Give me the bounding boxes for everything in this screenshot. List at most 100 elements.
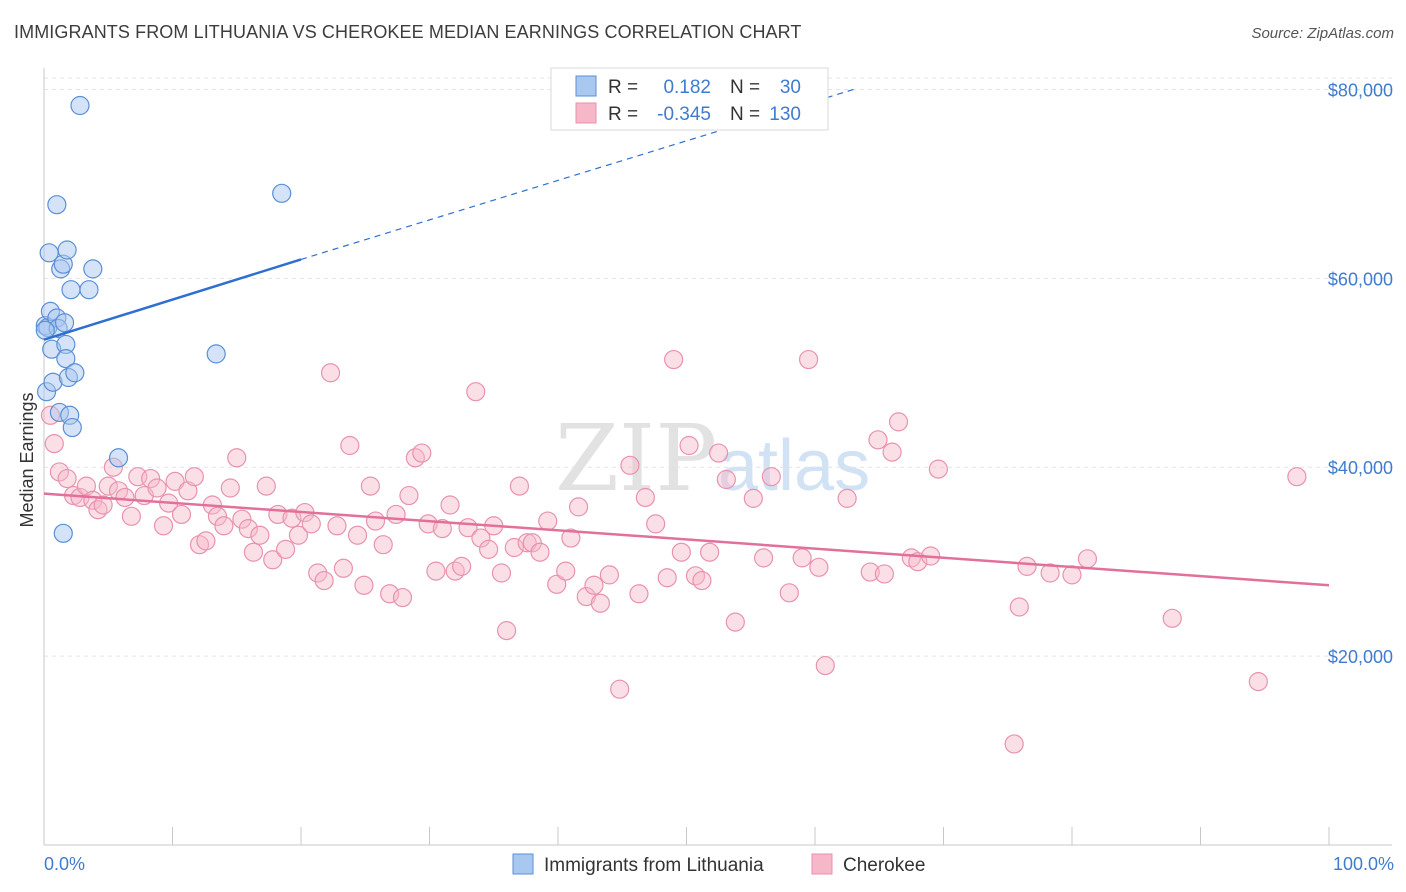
cherokee-point — [399, 485, 419, 506]
cherokee-point — [1077, 549, 1098, 569]
chart-title: IMMIGRANTS FROM LITHUANIA VS CHEROKEE ME… — [14, 22, 802, 42]
cherokee-point — [561, 528, 581, 548]
cherokee-point — [530, 542, 550, 562]
cherokee-point — [646, 514, 666, 534]
cherokee-point — [354, 575, 374, 595]
series-legend: Immigrants from Lithuania Cherokee — [512, 853, 925, 876]
lithuania-point — [70, 95, 90, 116]
cherokee-point — [308, 563, 328, 583]
series-legend-label-lithuania: Immigrants from Lithuania — [544, 855, 764, 876]
cherokee-point — [1009, 597, 1029, 617]
cherokee-point — [815, 655, 835, 676]
cherokee-point — [504, 537, 524, 558]
cherokee-point — [725, 612, 745, 632]
trend-lines — [43, 88, 1330, 587]
cherokee-point — [1004, 734, 1024, 754]
cherokee-point — [256, 476, 276, 496]
y-tick-label: $60,000 — [1328, 269, 1393, 289]
cherokee-point — [700, 542, 720, 562]
series-legend-swatch-lithuania — [512, 853, 534, 875]
y-tick-labels: $20,000 $40,000 $60,000 $80,000 — [1328, 80, 1393, 667]
cherokee-point — [243, 542, 264, 562]
cherokee-point — [809, 557, 829, 577]
cherokee-point — [147, 478, 167, 498]
x-tick-label-max: 100.0% — [1333, 854, 1394, 874]
cherokee-point — [671, 542, 691, 562]
cherokee-point — [1162, 608, 1182, 628]
cherokee-point — [517, 533, 537, 553]
cherokee-point — [141, 468, 161, 489]
cherokee-point — [238, 519, 258, 539]
x-ticks — [43, 827, 1330, 845]
cherokee-point — [165, 471, 185, 491]
cherokee-point — [629, 584, 649, 604]
cherokee-point — [753, 548, 774, 568]
cherokee-point — [692, 570, 712, 591]
cherokee-point — [263, 550, 283, 570]
y-axis-label: Median Earnings — [17, 392, 37, 527]
cherokee-point — [184, 467, 204, 487]
cherokee-point — [340, 435, 360, 456]
cherokee-point — [547, 574, 567, 594]
legend-r-value-1: 0.182 — [663, 77, 711, 98]
cherokee-point — [1287, 467, 1307, 487]
cherokee-point — [584, 575, 604, 595]
legend-r-label-2: R = — [608, 104, 638, 125]
cherokee-point — [779, 583, 799, 603]
series-legend-swatch-cherokee — [811, 853, 833, 875]
cherokee-point — [365, 511, 386, 531]
cherokee-point — [761, 467, 781, 487]
cherokee-point — [275, 539, 296, 559]
legend-n-label-2: N = — [730, 104, 760, 125]
cherokee-point — [610, 679, 630, 699]
lithuania-trend-extension — [300, 88, 854, 261]
legend-box — [550, 67, 829, 131]
cherokee-point — [373, 535, 393, 555]
cherokee-point — [452, 556, 472, 576]
lithuania-point — [79, 280, 99, 300]
lithuania-point — [61, 280, 81, 300]
cherokee-point — [426, 561, 446, 581]
lithuania-point — [83, 259, 103, 279]
legend-r-label-1: R = — [608, 77, 638, 98]
cherokee-point — [716, 469, 736, 490]
cherokee-point — [220, 478, 240, 498]
cherokee-point — [115, 487, 135, 508]
cherokee-point — [333, 558, 354, 578]
lithuania-point — [57, 240, 77, 260]
legend-n-label-1: N = — [730, 77, 760, 98]
cherokee-point — [860, 562, 880, 582]
cherokee-point — [98, 476, 118, 496]
lithuania-point — [65, 363, 85, 383]
cherokee-point — [432, 519, 452, 539]
cherokee-point — [888, 412, 909, 432]
cherokee-point — [440, 495, 460, 515]
cherokee-point — [171, 504, 192, 525]
correlation-legend: R = 0.182 N = 30 R = -0.345 N = 130 — [550, 67, 829, 131]
cherokee-point — [874, 564, 894, 584]
cherokee-point — [837, 488, 857, 508]
lithuania-point — [108, 448, 129, 468]
cherokee-point — [509, 476, 530, 496]
cherokee-point — [709, 443, 729, 463]
cherokee-point — [121, 506, 141, 526]
lithuania-point — [53, 523, 73, 543]
cherokee-point — [635, 487, 655, 508]
cherokee-point — [576, 587, 596, 607]
y-tick-label: $80,000 — [1328, 80, 1393, 100]
cherokee-point — [471, 528, 491, 548]
cherokee-point — [590, 593, 611, 613]
lithuania-point — [54, 313, 75, 333]
axes — [43, 68, 1392, 846]
cherokee-point — [57, 468, 77, 489]
cherokee-point — [928, 459, 948, 479]
legend-r-value-2: -0.345 — [657, 104, 711, 125]
cherokee-point — [679, 435, 699, 456]
cherokee-point — [250, 525, 270, 545]
cherokee-point — [288, 525, 309, 545]
cherokee-point — [301, 514, 321, 534]
cherokee-point — [93, 495, 113, 515]
cherokee-point — [657, 568, 677, 588]
cherokee-point — [412, 443, 432, 463]
